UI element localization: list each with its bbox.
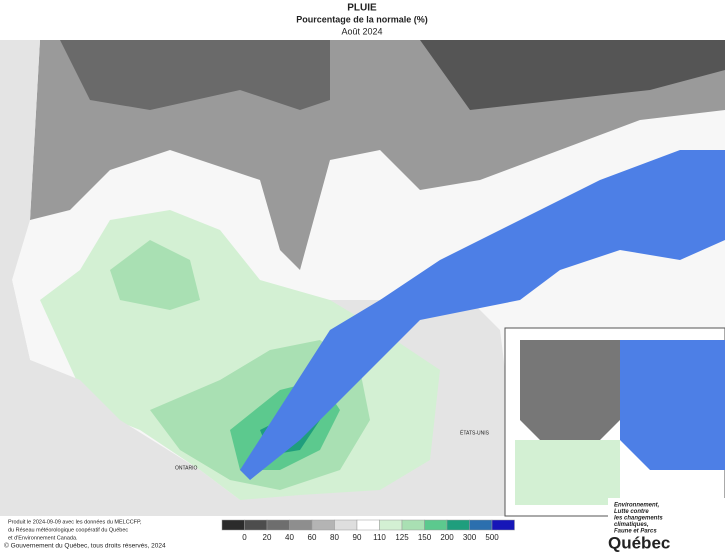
footer-line: Produit le 2024-09-09 avec les données d… [8,519,142,525]
period: Août 2024 [341,26,382,36]
legend-swatch [401,519,425,531]
legend-label: 80 [330,533,339,542]
legend-swatch [311,519,335,531]
ministry-line: les changements [614,516,663,522]
legend-swatch [446,519,470,531]
legend-label: 200 [440,533,454,542]
legend-swatch [424,519,448,531]
subtitle: Pourcentage de la normale (%) [296,14,428,24]
ministry-line: Environnement, [614,503,660,509]
legend-swatch [334,519,358,531]
legend-label: 60 [308,533,317,542]
legend-label: 90 [353,533,362,542]
legend-swatch [356,519,380,531]
legend: 0 20 40 60 80 90 110 125 150 200 300 500 [221,519,515,542]
inset-wet [515,440,620,505]
map: ONTARIO ÉTATS-UNIS [0,40,725,517]
legend-label: 40 [285,533,294,542]
legend-label: 500 [485,533,499,542]
footer-line: et d'Environnement Canada. [8,535,78,541]
legend-swatch [266,519,290,531]
very-dry-zone [60,40,330,110]
wet-zone [110,240,200,310]
legend-swatch [244,519,268,531]
ministry-line: Faune et Parcs [614,529,657,535]
legend-label: 150 [418,533,432,542]
st-lawrence [240,150,725,480]
footer: Produit le 2024-09-09 avec les données d… [4,519,166,549]
legend-swatch [379,519,403,531]
legend-label: 300 [463,533,477,542]
ministry-line: climatiques, [614,522,649,528]
ontario [0,40,240,516]
region-label: ÉTATS-UNIS [460,429,490,436]
legend-swatch [289,519,313,531]
region-label: ONTARIO [175,465,198,471]
logo-name: Québec [608,533,670,552]
legend-swatch [491,519,515,531]
copyright: © Gouvernement du Québec, tous droits ré… [4,542,166,550]
title: PLUIE [347,3,377,14]
inset-dry [520,340,620,440]
ministry-line: Lutte contre [614,509,649,515]
very-dry-zone [420,40,725,110]
logo-box [608,498,725,552]
legend-label: 0 [242,533,247,542]
inset-water [620,340,725,470]
legend-label: 125 [395,533,409,542]
legend-label: 110 [373,533,386,542]
legend-label: 20 [263,533,272,542]
legend-swatch [469,519,493,531]
footer-line: du Réseau météorologique coopératif du Q… [8,527,128,533]
legend-swatch [221,519,245,531]
